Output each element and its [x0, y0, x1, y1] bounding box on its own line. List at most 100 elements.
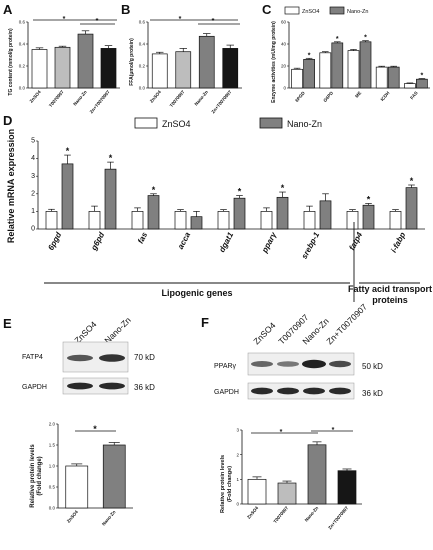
panel-f-bars: [247, 444, 357, 505]
panel-c-bar-G6PD-s0: [319, 52, 332, 89]
panel-e-blot-size-fatp4: 70 kD: [134, 353, 155, 362]
panel-a-bar-0: [31, 49, 48, 89]
panel-c-ticks: 0 20 40 60: [281, 20, 289, 91]
panel-e-ytick-label: 1.5: [49, 443, 56, 448]
panel-f-ylabel-1: Relative protein levels: [220, 455, 226, 513]
panel-e-error-bars: [71, 442, 120, 466]
panel-e: E ZnSO4 Nano-Zn FATP4 70 kD GAPDH 36 kD …: [3, 315, 155, 527]
panel-d-bar-dgat1-s0: [217, 211, 230, 230]
panel-d-x-label-3: acca: [176, 230, 193, 250]
panel-d-x-label-7: fatp4: [347, 230, 364, 252]
panel-a-bar-2: [77, 33, 94, 89]
panel-f-lane-1: ZnSO4: [251, 320, 277, 346]
panel-d-x-label-5: pparγ: [260, 230, 279, 255]
panel-c: C Enzyme activities (mU/mg protein) ZnSO…: [262, 2, 430, 103]
panel-c-ytick-label: 20: [281, 64, 287, 69]
panel-c-bar-ME-s1: [359, 41, 372, 89]
panel-e-ytick-label: 2.0: [49, 422, 56, 427]
panel-d-ytick-label: 0: [31, 226, 35, 233]
panel-d-bar-g6pd-s1: [104, 168, 117, 230]
panel-f-blot-ppary: [247, 352, 355, 376]
panel-d-legend-swatch-znso4: [134, 117, 158, 129]
panel-d-x-label-2: fas: [136, 230, 150, 245]
panel-d-x-label-8: i-fabp: [389, 231, 407, 255]
panel-d-ytick-label: 2: [31, 190, 35, 197]
panel-d-star-5: *: [367, 194, 371, 204]
panel-f-blot-label-gapdh: GAPDH: [214, 389, 239, 396]
panel-d-ytick-label: 3: [31, 173, 35, 180]
panel-d-groups: Lipogenic genes Fatty acid transport pro…: [44, 222, 432, 305]
panel-b-x-label-3: Zn+T0070907: [210, 89, 232, 114]
panel-e-bar-1: [102, 444, 126, 509]
panel-b-bar-3: [222, 48, 239, 89]
panel-f-x-label-2: Nano-Zn: [304, 505, 320, 522]
panel-d-star-0: *: [66, 146, 70, 156]
panel-c-bar-ME-s0: [347, 50, 360, 89]
panel-f-bar-0: [247, 478, 267, 505]
panel-e-x-label-0: ZnSO4: [66, 509, 79, 524]
panel-e-blot-fatp4: [62, 341, 129, 373]
panel-f-x-label-3: Zn+T0070907: [327, 505, 349, 530]
panel-c-x-label-0: 6PGD: [294, 90, 306, 103]
panel-c-legend-swatch-znso4: [284, 6, 300, 15]
panel-f-ytick-label: 0: [236, 502, 239, 507]
panel-b-bar-1: [175, 51, 192, 89]
panel-a-bars: [31, 33, 117, 89]
panel-c-x-label-2: ME: [354, 90, 362, 98]
panel-e-ticks: 0.0 0.5 1.0 1.5 2.0: [49, 422, 58, 511]
panel-d-bar-dgat1-s1: [233, 197, 246, 230]
panel-f-lane-4: Zn+T0070907: [324, 302, 369, 347]
panel-c-star-2: *: [364, 35, 367, 42]
panel-a-significance: * *: [33, 16, 117, 25]
panel-c-star-1: *: [336, 36, 339, 43]
panel-d-bar-acca-s1: [190, 216, 203, 230]
panel-c-x-label-1: G6PD: [322, 90, 334, 103]
panel-c-bar-G6PD-s1: [331, 42, 344, 89]
panel-a-ytick-label: 0.4: [19, 42, 26, 47]
panel-d-significance: * * * * * * *: [66, 146, 414, 204]
panel-d-group-lipogenic: Lipogenic genes: [161, 288, 232, 298]
panel-b-star-1: *: [179, 16, 182, 23]
panel-f-x-label-0: ZnSO4: [246, 505, 259, 520]
panel-d-ylabel: Relative mRNA expression: [6, 129, 16, 243]
panel-d-bar-fatp4-s1: [362, 204, 375, 230]
panel-a-ytick-label: 0.0: [19, 86, 26, 91]
panel-d-star-6: *: [410, 176, 414, 186]
panel-f-ytick-label: 3: [236, 428, 239, 433]
panel-b-x-label-0: ZnSO4: [149, 89, 162, 104]
panel-d-axes: [37, 141, 425, 230]
panel-f-star-1: *: [280, 429, 283, 436]
panel-b-star-2: *: [212, 18, 215, 25]
panel-e-ylabel-2: (Fold change): [37, 456, 43, 495]
panel-a-ticks: 0.0 0.2 0.4 0.6: [19, 20, 28, 91]
panel-d-bar-i-fabp-s1: [405, 187, 418, 230]
panel-b-x-label-1: T0070907: [169, 89, 186, 108]
panel-d-star-2: *: [152, 185, 156, 195]
panel-d-group-transport-1: Fatty acid transport: [348, 284, 432, 294]
panel-d-ticks: 0 1 2 3 4 5: [31, 138, 38, 233]
panel-b-x-label-2: Nano-Zn: [193, 89, 209, 106]
panel-c-error-bars: [293, 40, 426, 84]
panel-d-bar-acca-s0: [174, 211, 187, 230]
panel-d-x-labels: 6pgd g6pd fas acca dgat1 pparγ srebp-1 fatp4 i-f…: [46, 230, 407, 261]
panel-f-bar-2: [307, 444, 327, 505]
panel-c-letter: C: [262, 2, 272, 17]
panel-f-error-bars: [252, 441, 352, 484]
panel-a-ytick-label: 0.6: [19, 20, 26, 25]
panel-d-bar-fatp4-s0: [346, 211, 359, 230]
panel-f: F ZnSO4 T0070907 Nano-Zn Zn+T0070907 PPA…: [201, 302, 383, 531]
panel-c-legend-znso4: ZnSO4: [302, 9, 319, 15]
panel-e-blot-gapdh: [62, 377, 129, 395]
panel-a-x-label-3: Zn+T0070907: [89, 89, 111, 114]
panel-e-ytick-label: 0.5: [49, 485, 56, 490]
panel-d-ytick-label: 4: [31, 155, 35, 162]
panel-c-ytick-label: 0: [283, 86, 286, 91]
panel-a-bar-3: [100, 48, 117, 89]
panel-d-error-bars: [48, 154, 415, 217]
panel-b-ytick-label: 0.0: [139, 86, 146, 91]
panel-b-bars: [151, 35, 239, 89]
panel-a: A TG content (mmol/g protein) 0.00.20.40…: [3, 2, 120, 114]
panel-c-bar-FAS-s0: [404, 83, 416, 89]
panel-e-ylabel-1: Relative protein levels: [30, 444, 36, 508]
panel-d-bar-srebp-1-s1: [319, 200, 332, 230]
